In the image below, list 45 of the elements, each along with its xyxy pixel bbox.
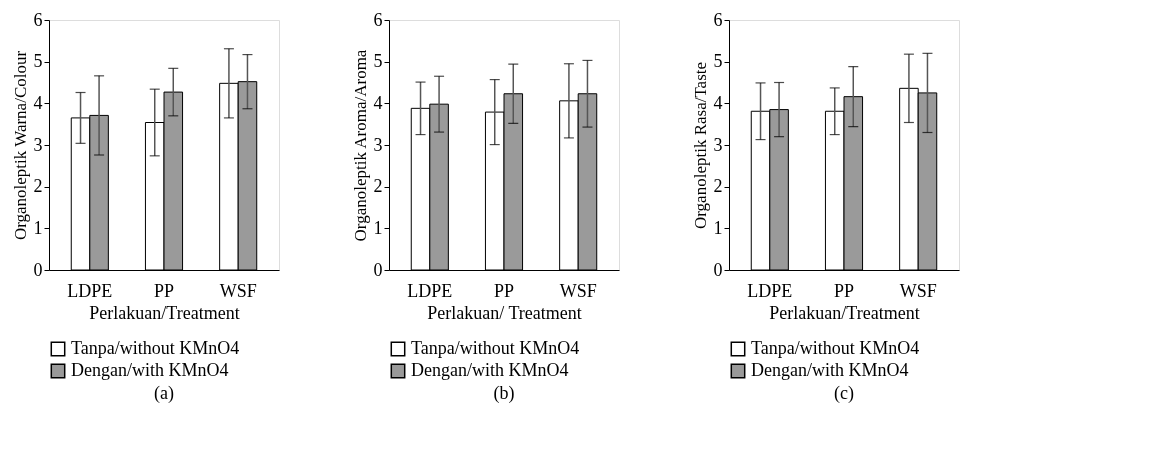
x-tick-label: PP [493, 280, 515, 301]
legend-label: Dengan/with KMnO4 [411, 360, 569, 380]
y-tick-label: 2 [33, 176, 43, 197]
y-tick-label: 2 [373, 176, 383, 197]
y-tick-label: 3 [373, 134, 383, 155]
y-axis-title: Organoleptik Aroma/Aroma [350, 49, 370, 242]
x-tick-label: LDPE [407, 280, 453, 301]
y-tick-label: 2 [713, 176, 723, 197]
y-tick-label: 5 [33, 51, 43, 72]
x-axis-title: Perlakuan/Treatment [89, 302, 240, 323]
y-axis-title: Organoleptik Rasa/Taste [690, 61, 710, 230]
y-axis-title: Organoleptik Warna/Colour [10, 50, 30, 241]
y-tick-label: 4 [713, 92, 723, 113]
legend-label: Tanpa/without KMnO4 [71, 338, 240, 358]
y-tick-label: 0 [373, 259, 383, 280]
y-tick-label: 1 [373, 217, 383, 238]
legend-label: Dengan/with KMnO4 [751, 360, 909, 380]
x-tick-label: LDPE [747, 280, 793, 301]
legend-label: Tanpa/without KMnO4 [411, 338, 580, 358]
y-tick-label: 5 [713, 51, 723, 72]
x-tick-label: PP [833, 280, 855, 301]
x-tick-label: LDPE [67, 280, 113, 301]
x-axis-title: Perlakuan/ Treatment [427, 302, 582, 323]
y-tick-label: 4 [373, 92, 383, 113]
x-tick-label: WSF [219, 280, 257, 301]
x-tick-label: WSF [559, 280, 597, 301]
y-tick-label: 0 [33, 259, 43, 280]
y-tick-label: 5 [373, 51, 383, 72]
y-tick-label: 3 [713, 134, 723, 155]
y-tick-label: 6 [373, 9, 383, 30]
y-tick-label: 0 [713, 259, 723, 280]
y-tick-label: 4 [33, 92, 43, 113]
x-tick-label: WSF [899, 280, 937, 301]
text: (a) [154, 383, 174, 404]
y-tick-label: 1 [713, 217, 723, 238]
y-tick-label: 1 [33, 217, 43, 238]
x-tick-label: PP [153, 280, 175, 301]
legend-label: Tanpa/without KMnO4 [751, 338, 920, 358]
text: (b) [493, 383, 515, 404]
y-tick-label: 6 [713, 9, 723, 30]
legend-label: Dengan/with KMnO4 [71, 360, 229, 380]
y-tick-label: 6 [33, 9, 43, 30]
text: (c) [834, 383, 854, 404]
y-tick-label: 3 [33, 134, 43, 155]
x-axis-title: Perlakuan/Treatment [769, 302, 920, 323]
